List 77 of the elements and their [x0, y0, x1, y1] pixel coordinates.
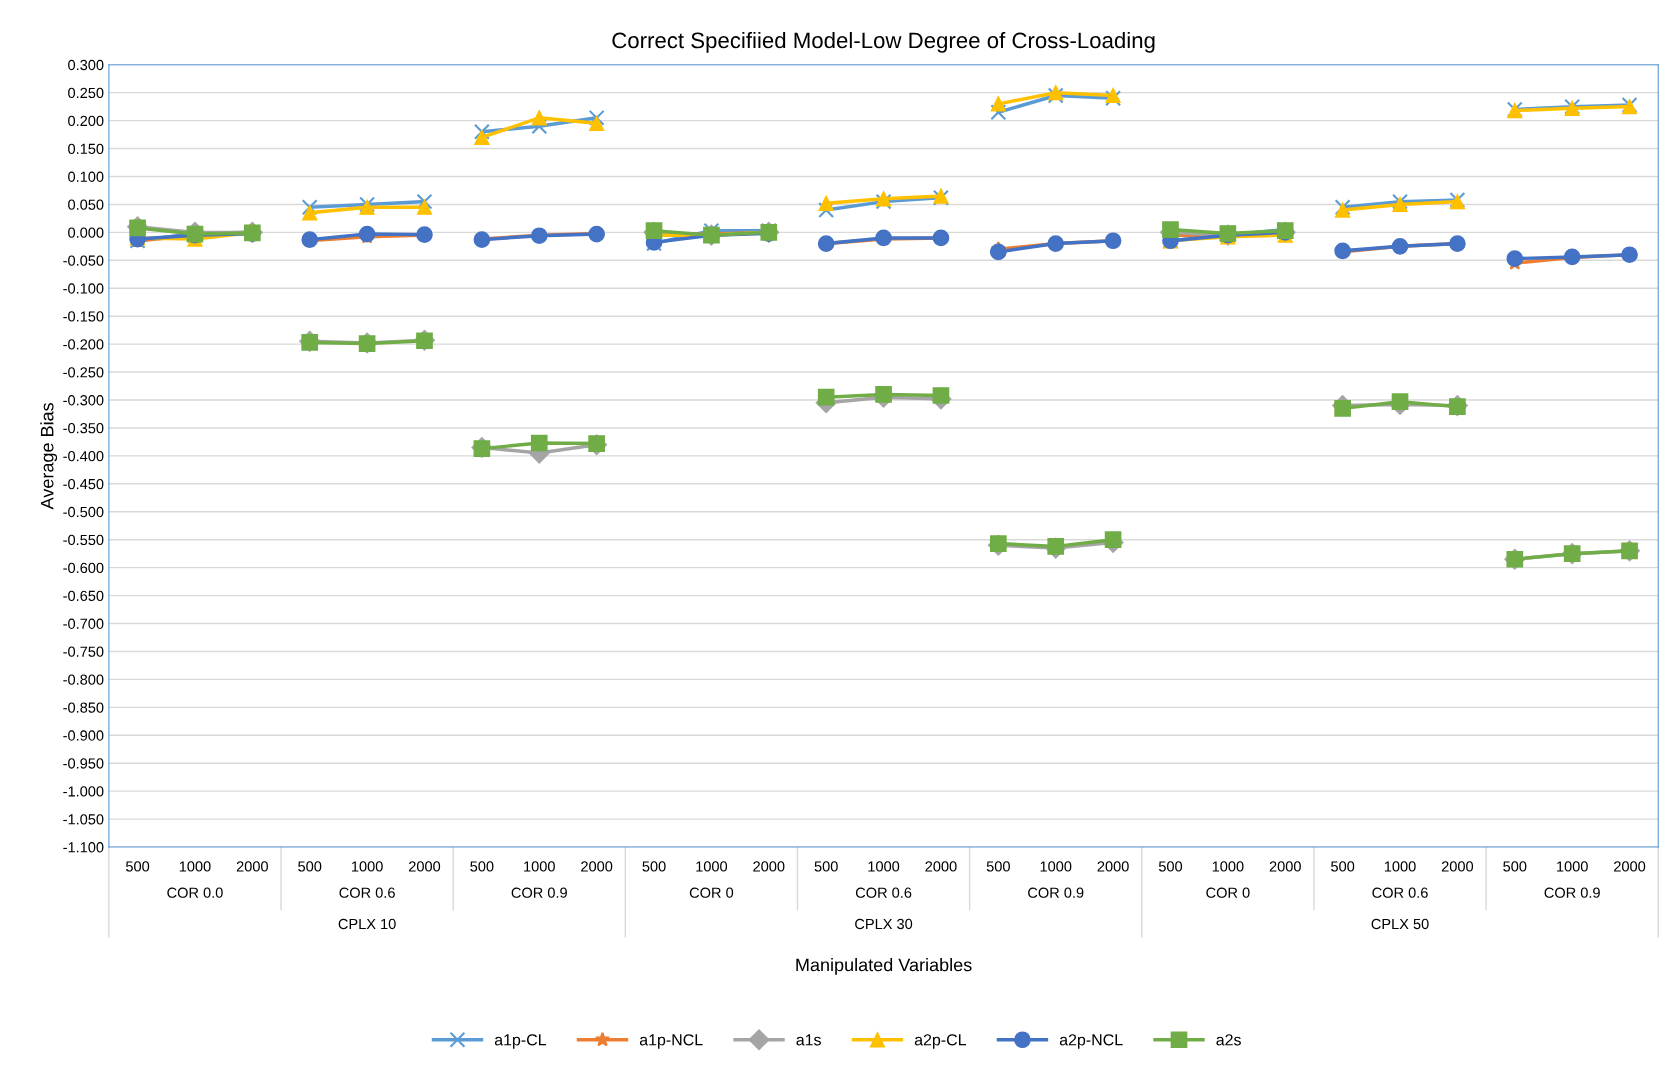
y-tick-label: -0.650 [63, 590, 104, 601]
x-tick-label: 2000 [236, 861, 268, 872]
x-tick-label: 2000 [925, 861, 957, 872]
y-tick-label: -0.150 [63, 311, 104, 322]
x-tick-label: 1000 [1384, 861, 1416, 872]
y-tick-label: 0.050 [68, 199, 104, 210]
y-tick-label: 0.000 [68, 227, 104, 238]
text: COR 0.9 [1028, 887, 1084, 898]
text: CPLX 30 [855, 918, 913, 930]
y-tick-label: -0.750 [63, 646, 104, 657]
y-tick-label: -0.250 [63, 367, 104, 378]
x-tick-label: 1000 [524, 861, 555, 872]
x-tick-label: 500 [1158, 861, 1183, 872]
legend-label: a1p-NCL [639, 1034, 703, 1049]
y-tick-label: -0.300 [63, 395, 104, 406]
x-tick-label: 1000 [352, 861, 383, 872]
legend-label: a2p-NCL [1059, 1034, 1123, 1049]
y-tick-label: -0.900 [63, 730, 104, 741]
x-tick-label: 500 [470, 861, 494, 872]
y-tick-label: 0.150 [68, 143, 104, 154]
y-tick-label: -0.500 [63, 506, 104, 518]
x-tick-label: 1000 [1040, 861, 1072, 872]
y-tick-label: 0.300 [68, 59, 104, 71]
x-tick-label: 500 [1331, 861, 1355, 872]
text: COR 0 [689, 887, 734, 898]
y-tick-label: -0.450 [63, 478, 104, 490]
text: COR 0.0 [167, 887, 223, 898]
text: COR 0 [1206, 887, 1250, 898]
x-tick-label: 2000 [1097, 861, 1129, 872]
y-tick-label: 0.250 [68, 87, 104, 99]
legend-label: a2p-CL [914, 1034, 967, 1049]
text: COR 0.6 [855, 887, 912, 898]
x-tick-label: 500 [298, 861, 322, 872]
x-tick-label: 2000 [581, 861, 613, 872]
x-axis-title: Manipulated Variables [796, 958, 972, 975]
x-tick-label: 2000 [1614, 861, 1646, 872]
x-tick-label: 2000 [1441, 861, 1474, 872]
y-tick-label: -0.800 [63, 674, 104, 685]
text: CPLX 50 [1371, 918, 1429, 930]
text: COR 0.6 [339, 887, 395, 898]
x-tick-label: 1000 [1212, 861, 1244, 872]
x-tick-label: 500 [1503, 861, 1527, 872]
y-tick-label: -0.600 [63, 562, 104, 574]
x-tick-label: 500 [814, 861, 838, 872]
y-tick-label: -1.050 [63, 814, 104, 825]
x-tick-label: 1000 [1557, 861, 1588, 872]
y-tick-label: -0.850 [63, 702, 104, 713]
y-axis-title: Average Bias [40, 402, 58, 510]
chart-title: Correct Specifiied Model-Low Degree of Cross-Loading [612, 31, 1155, 53]
y-tick-label: -0.400 [63, 450, 104, 462]
y-tick-label: -0.100 [63, 283, 104, 294]
y-tick-label: -0.200 [63, 339, 104, 350]
y-tick-label: 0.100 [68, 171, 104, 182]
legend-label: a1p-CL [494, 1034, 547, 1049]
x-tick-label: 2000 [1269, 861, 1301, 872]
text: COR 0.9 [511, 887, 567, 898]
y-tick-label: -1.000 [63, 786, 104, 797]
y-tick-label: 0.200 [68, 115, 104, 127]
x-tick-label: 1000 [696, 861, 728, 872]
y-tick-label: -0.550 [63, 534, 104, 546]
legend-label: a1s [796, 1034, 821, 1046]
y-tick-label: -1.100 [63, 842, 104, 853]
y-tick-label: -0.700 [63, 618, 104, 629]
legend-label: a2s [1216, 1034, 1241, 1046]
x-tick-label: 2000 [753, 861, 785, 872]
text: CPLX 10 [338, 918, 396, 930]
y-tick-label: -0.350 [63, 423, 104, 434]
text: COR 0.9 [1544, 887, 1600, 898]
x-tick-label: 1000 [868, 861, 900, 872]
x-tick-label: 500 [125, 861, 150, 872]
x-tick-label: 2000 [409, 861, 441, 872]
x-tick-label: 500 [642, 861, 666, 872]
x-tick-label: 500 [986, 861, 1010, 872]
y-tick-label: -0.050 [63, 255, 104, 266]
text: COR 0.6 [1372, 887, 1428, 898]
x-tick-label: 1000 [179, 861, 211, 872]
y-tick-label: -0.950 [63, 758, 104, 769]
